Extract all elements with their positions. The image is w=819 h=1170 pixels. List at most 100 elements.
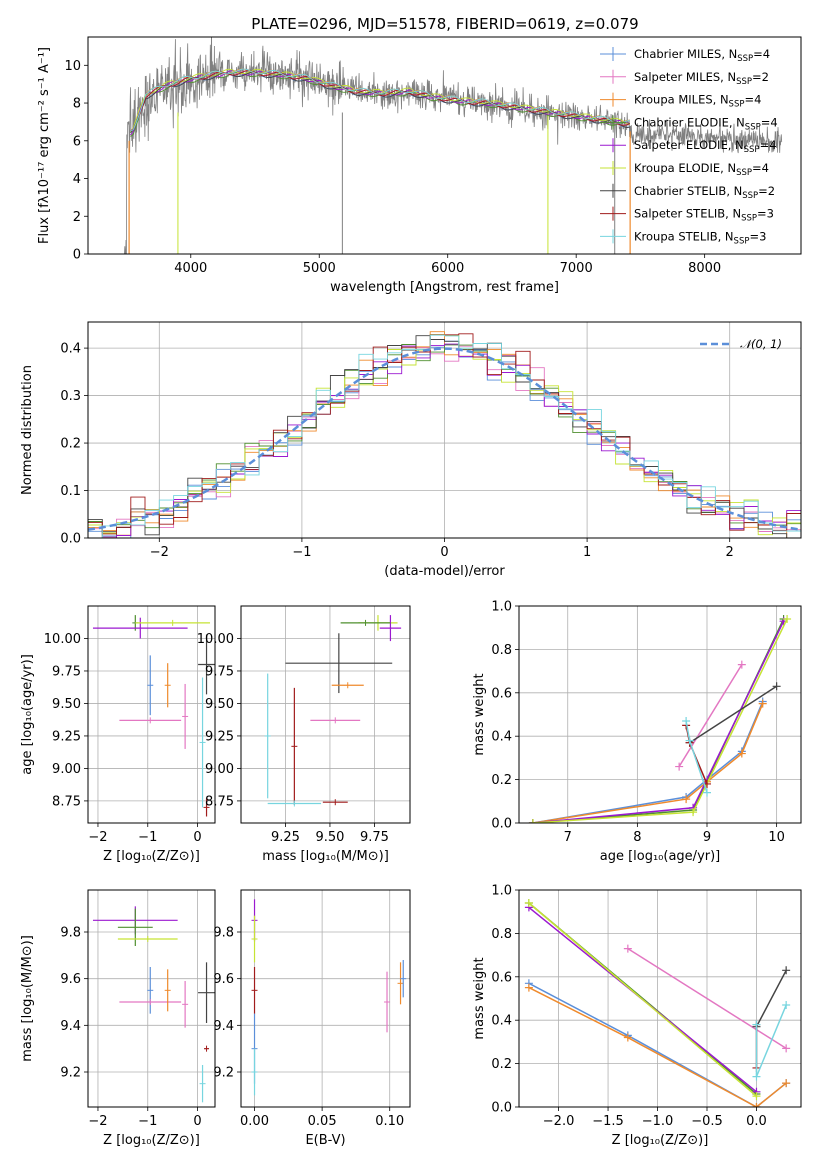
y-tick-label: 9.2 <box>60 1066 81 1081</box>
series-line <box>755 1004 787 1077</box>
axes-frame <box>240 605 411 824</box>
point-marker <box>685 736 694 745</box>
x-axis-label: E(B-V) <box>305 1133 345 1148</box>
legend-label: Salpeter MILES, NSSP=2 <box>634 70 769 87</box>
x-tick-label: 8000 <box>688 261 721 276</box>
panel-mass-vs-EBV: 0.00 0.05 0.10 9.2 9.4 9.6 9.8 E(B-V) <box>213 889 411 1148</box>
point-marker <box>623 944 632 953</box>
y-tick-label: 8 <box>73 97 81 112</box>
y-tick-label: 9.75 <box>205 664 234 679</box>
model-line <box>130 68 631 132</box>
x-tick-label: −2 <box>150 545 169 560</box>
x-tick-label: 0.05 <box>308 1114 337 1129</box>
model-line <box>130 71 631 133</box>
axes-frame <box>87 36 802 255</box>
legend-label: Kroupa MILES, NSSP=4 <box>634 93 761 110</box>
y-tick-label: 0.0 <box>60 532 81 547</box>
series-line <box>627 947 787 1050</box>
x-axis-label: age [log₁₀(age/yr)] <box>600 849 721 864</box>
series-line <box>528 902 757 1097</box>
model-line <box>130 70 631 132</box>
panel-spectrum: 4000 5000 6000 7000 8000 0 2 4 6 8 10 wavelength [A… <box>37 36 802 295</box>
panel-mass-vs-Z: −2 −1 0 9.2 9.4 9.6 9.8 Z [log₁₀(Z/Z⊙)] mass [lo… <box>20 889 216 1148</box>
axes-frame <box>518 605 802 824</box>
x-tick-label: −1 <box>138 830 157 845</box>
x-tick-label: 9.50 <box>315 830 344 845</box>
axes-frame <box>87 605 216 824</box>
y-tick-label: 4 <box>73 172 81 187</box>
x-tick-label: −1.0 <box>642 1114 674 1129</box>
plot-area <box>88 331 801 538</box>
x-tick-label: −2.0 <box>543 1114 575 1129</box>
legend-label: Chabrier ELODIE, NSSP=4 <box>634 115 778 132</box>
y-tick-label: 10.00 <box>197 632 234 647</box>
point-marker <box>782 1044 791 1053</box>
y-tick-label: 8.75 <box>52 794 81 809</box>
y-tick-label: 9.6 <box>60 972 81 987</box>
y-tick-label: 0.1 <box>60 484 81 499</box>
y-tick-label: 9.8 <box>60 926 81 941</box>
plot-area <box>124 37 783 254</box>
point-marker <box>623 1033 632 1042</box>
y-tick-label: 9.50 <box>205 697 234 712</box>
y-tick-label: 0.6 <box>491 686 512 701</box>
legend-label: Salpeter ELODIE, NSSP=4 <box>634 138 777 155</box>
x-tick-label: 0.00 <box>240 1114 269 1129</box>
legend-label: Chabrier MILES, NSSP=4 <box>634 47 770 64</box>
normal-curve <box>88 347 801 531</box>
y-tick-label: 0.4 <box>491 1014 512 1029</box>
y-axis-label: age [log₁₀(age/yr)] <box>20 654 35 775</box>
point-marker <box>689 808 698 817</box>
y-axis-label: Normed distribution <box>20 365 35 495</box>
series-line <box>755 969 787 1028</box>
legend-label: Chabrier STELIB, NSSP=2 <box>634 184 775 201</box>
x-tick-label: −1 <box>292 545 311 560</box>
y-axis-label: mass [log₁₀(M/M⊙)] <box>20 935 35 1062</box>
axes-frame <box>87 321 802 539</box>
y-tick-label: 0.3 <box>60 389 81 404</box>
point-marker <box>675 762 684 771</box>
point-marker <box>752 1092 761 1101</box>
point-marker <box>758 699 767 708</box>
x-tick-label: 10 <box>768 830 785 845</box>
y-tick-label: 10 <box>64 59 81 74</box>
legend-label: Kroupa ELODIE, NSSP=4 <box>634 161 769 178</box>
y-tick-label: 0 <box>73 248 81 263</box>
figure-title: PLATE=0296, MJD=51578, FIBERID=0619, z=0… <box>251 15 638 33</box>
histogram-step <box>88 334 801 538</box>
y-tick-label: 9.6 <box>213 972 234 987</box>
y-tick-label: 9.00 <box>52 762 81 777</box>
x-axis-label: mass [log₁₀(M/M⊙)] <box>262 849 389 864</box>
model-line <box>130 68 631 132</box>
y-tick-label: 8.75 <box>205 794 234 809</box>
model-line <box>130 71 631 133</box>
x-tick-label: 6000 <box>431 261 464 276</box>
series-line <box>532 620 785 823</box>
plot-area <box>524 899 791 1107</box>
y-tick-label: 0.0 <box>491 1101 512 1116</box>
x-tick-label: 0.0 <box>746 1114 767 1129</box>
panel-mass-weight-vs-age: 7 8 9 10 0.0 0.2 0.4 0.6 0.8 1.0 age [log₁₀(age/yr… <box>472 600 802 864</box>
point-marker <box>782 1001 791 1010</box>
point-marker <box>782 966 791 975</box>
y-tick-label: 9.25 <box>205 729 234 744</box>
point-marker <box>783 615 792 624</box>
point-marker <box>703 788 711 797</box>
legend-label: Salpeter STELIB, NSSP=3 <box>634 207 774 224</box>
x-tick-label: 0 <box>193 1114 201 1129</box>
plot-area <box>92 906 215 1103</box>
x-tick-label: 9.75 <box>360 830 389 845</box>
plot-area <box>528 615 792 823</box>
x-tick-label: −1.5 <box>592 1114 624 1129</box>
y-tick-label: 0.2 <box>491 1057 512 1072</box>
y-tick-label: 10.00 <box>44 632 81 647</box>
x-tick-label: 2 <box>726 545 734 560</box>
x-tick-label: 0.10 <box>375 1114 404 1129</box>
point-marker <box>682 795 691 804</box>
point-marker <box>772 682 781 691</box>
x-tick-label: −0.5 <box>691 1114 723 1129</box>
x-tick-label: 1 <box>583 545 591 560</box>
model-line <box>130 71 631 137</box>
x-tick-label: −2 <box>88 830 107 845</box>
point-marker <box>782 1079 791 1088</box>
